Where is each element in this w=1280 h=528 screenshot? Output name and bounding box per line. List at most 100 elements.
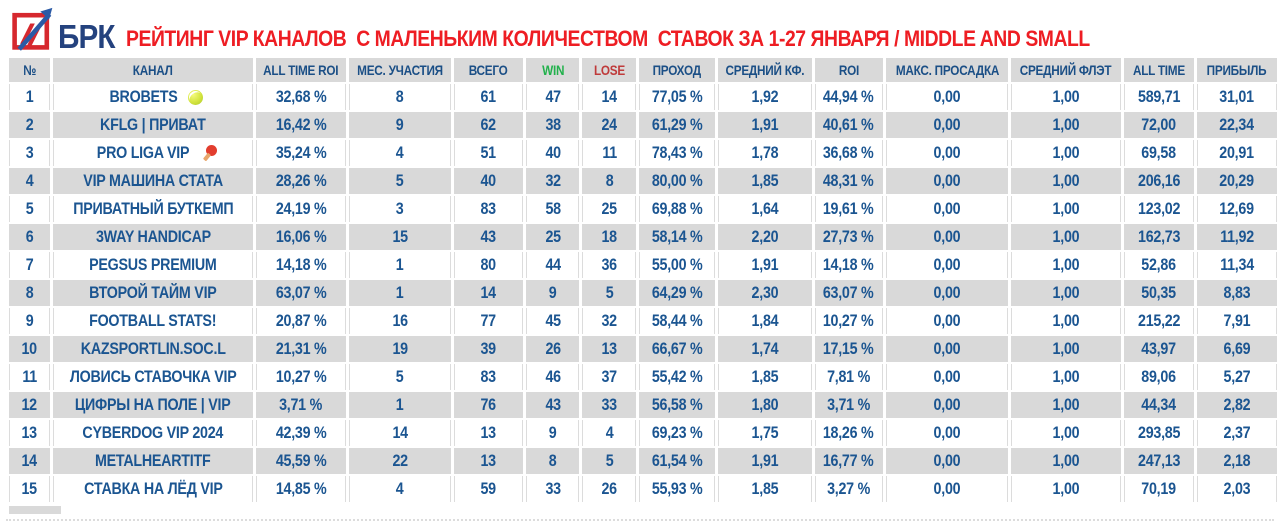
column-header-lose: LOSE <box>582 58 637 82</box>
channel-name: ВТОРОЙ ТАЙМ VIP <box>89 283 217 302</box>
cell-win: 25 <box>526 224 580 250</box>
cell-profit: 22,34 <box>1196 112 1277 138</box>
cell-all-time-roi: 24,19 % <box>256 196 346 222</box>
cell-max-drawdown: 0,00 <box>885 140 1009 166</box>
cell-num: 8 <box>9 280 50 306</box>
cell-months: 3 <box>348 196 451 222</box>
cell-all-time-roi: 16,42 % <box>256 112 346 138</box>
table-row: 8 ВТОРОЙ ТАЙМ VIP 63,07 % 1 14 9 5 64,29 % 2,30 6… <box>9 280 1277 306</box>
cell-profit: 20,29 <box>1196 168 1277 194</box>
cell-avg-odds: 1,91 <box>717 252 812 278</box>
table-row: 2 KFLG | ПРИВАТ 16,42 % 9 62 38 24 61,29 % 1,91 4… <box>9 112 1277 138</box>
column-header-profit: ПРИБЫЛЬ <box>1196 58 1277 82</box>
cell-channel: PEGSUS PREMIUM <box>52 252 254 278</box>
cell-max-drawdown: 0,00 <box>885 448 1009 474</box>
cell-avg-odds: 1,78 <box>717 140 812 166</box>
cell-months: 1 <box>348 392 451 418</box>
cell-avg-flat: 1,00 <box>1011 252 1121 278</box>
cell-all-time: 89,06 <box>1123 364 1194 390</box>
cell-months: 5 <box>348 168 451 194</box>
cell-win: 43 <box>526 392 580 418</box>
cell-channel: KAZSPORTLIN.SOC.L <box>52 336 254 362</box>
cell-max-drawdown: 0,00 <box>885 112 1009 138</box>
cell-profit: 11,92 <box>1196 224 1277 250</box>
column-header-pass-rate: ПРОХОД <box>639 58 715 82</box>
cell-months: 16 <box>348 308 451 334</box>
brk-logo-icon <box>12 7 53 51</box>
cell-total: 61 <box>453 84 524 110</box>
cell-win: 26 <box>526 336 580 362</box>
cell-pass-rate: 69,23 % <box>639 420 715 446</box>
column-header-num: № <box>9 58 50 82</box>
brk-logo: БРК <box>10 6 121 55</box>
tennis-ball-icon <box>187 89 203 105</box>
cell-all-time-roi: 63,07 % <box>256 280 346 306</box>
table-row: 9 FOOTBALL STATS! 20,87 % 16 77 45 32 58,44 % 1,… <box>9 308 1277 334</box>
cell-all-time: 206,16 <box>1123 168 1194 194</box>
cell-all-time-roi: 45,59 % <box>256 448 346 474</box>
cell-pass-rate: 64,29 % <box>639 280 715 306</box>
cell-profit: 2,03 <box>1196 476 1277 502</box>
cell-avg-odds: 1,85 <box>717 168 812 194</box>
cell-avg-flat: 1,00 <box>1011 84 1121 110</box>
cell-months: 22 <box>348 448 451 474</box>
cell-avg-flat: 1,00 <box>1011 224 1121 250</box>
cell-avg-odds: 2,30 <box>717 280 812 306</box>
cell-total: 76 <box>453 392 524 418</box>
channel-name: VIP МАШИНА СТАТА <box>83 171 223 190</box>
cell-avg-odds: 1,64 <box>717 196 812 222</box>
cell-total: 80 <box>453 252 524 278</box>
cell-months: 19 <box>348 336 451 362</box>
column-header-all-time-roi: ALL TIME ROI <box>256 58 346 82</box>
cell-avg-odds: 1,91 <box>717 112 812 138</box>
cell-roi: 63,07 % <box>814 280 883 306</box>
cell-lose: 4 <box>582 420 637 446</box>
logo-text: БРК <box>58 17 115 55</box>
cell-profit: 7,91 <box>1196 308 1277 334</box>
cell-max-drawdown: 0,00 <box>885 420 1009 446</box>
channel-name: PEGSUS PREMIUM <box>89 255 217 274</box>
cell-total: 40 <box>453 168 524 194</box>
cell-max-drawdown: 0,00 <box>885 476 1009 502</box>
cell-all-time: 123,02 <box>1123 196 1194 222</box>
table-row: 11 ЛОВИСЬ СТАВОЧКА VIP 10,27 % 5 83 46 37 55,42… <box>9 364 1277 390</box>
cell-win: 33 <box>526 476 580 502</box>
table-row: 3 PRO LIGA VIP 35,24 % 4 51 40 11 78,43 % 1,78 36… <box>9 140 1277 166</box>
cell-all-time-roi: 28,26 % <box>256 168 346 194</box>
table-row: 10 KAZSPORTLIN.SOC.L 21,31 % 19 39 26 13 66,67 … <box>9 336 1277 362</box>
column-header-avg-odds: СРЕДНИЙ КФ. <box>717 58 812 82</box>
cell-num: 2 <box>9 112 50 138</box>
channel-name: KFLG | ПРИВАТ <box>100 115 206 134</box>
cell-all-time: 589,71 <box>1123 84 1194 110</box>
cell-pass-rate: 78,43 % <box>639 140 715 166</box>
cell-roi: 44,94 % <box>814 84 883 110</box>
table-row: 14 METALHEARTITF 45,59 % 22 13 8 5 61,54 % 1,91 1… <box>9 448 1277 474</box>
cell-num: 10 <box>9 336 50 362</box>
cell-all-time: 70,19 <box>1123 476 1194 502</box>
cell-pass-rate: 69,88 % <box>639 196 715 222</box>
table-row: 4 VIP МАШИНА СТАТА 28,26 % 5 40 32 8 80,00 % 1,8… <box>9 168 1277 194</box>
cell-all-time: 215,22 <box>1123 308 1194 334</box>
cell-roi: 14,18 % <box>814 252 883 278</box>
channel-name: CYBERDOG VIP 2024 <box>82 423 224 442</box>
cell-channel: ЦИФРЫ НА ПОЛЕ | VIP <box>52 392 254 418</box>
cell-avg-flat: 1,00 <box>1011 308 1121 334</box>
cell-profit: 2,82 <box>1196 392 1277 418</box>
cell-total: 39 <box>453 336 524 362</box>
cell-num: 4 <box>9 168 50 194</box>
channel-name: BROBETS <box>54 87 252 107</box>
cell-total: 62 <box>453 112 524 138</box>
cell-pass-rate: 77,05 % <box>639 84 715 110</box>
cell-lose: 14 <box>582 84 637 110</box>
cell-pass-rate: 61,54 % <box>639 448 715 474</box>
cell-pass-rate: 80,00 % <box>639 168 715 194</box>
cell-num: 13 <box>9 420 50 446</box>
cell-roi: 48,31 % <box>814 168 883 194</box>
cell-total: 13 <box>453 420 524 446</box>
cell-avg-flat: 1,00 <box>1011 392 1121 418</box>
cell-total: 77 <box>453 308 524 334</box>
cell-max-drawdown: 0,00 <box>885 280 1009 306</box>
cell-channel: ПРИВАТНЫЙ БУТКЕМП <box>52 196 254 222</box>
cell-avg-odds: 1,80 <box>717 392 812 418</box>
cell-lose: 26 <box>582 476 637 502</box>
